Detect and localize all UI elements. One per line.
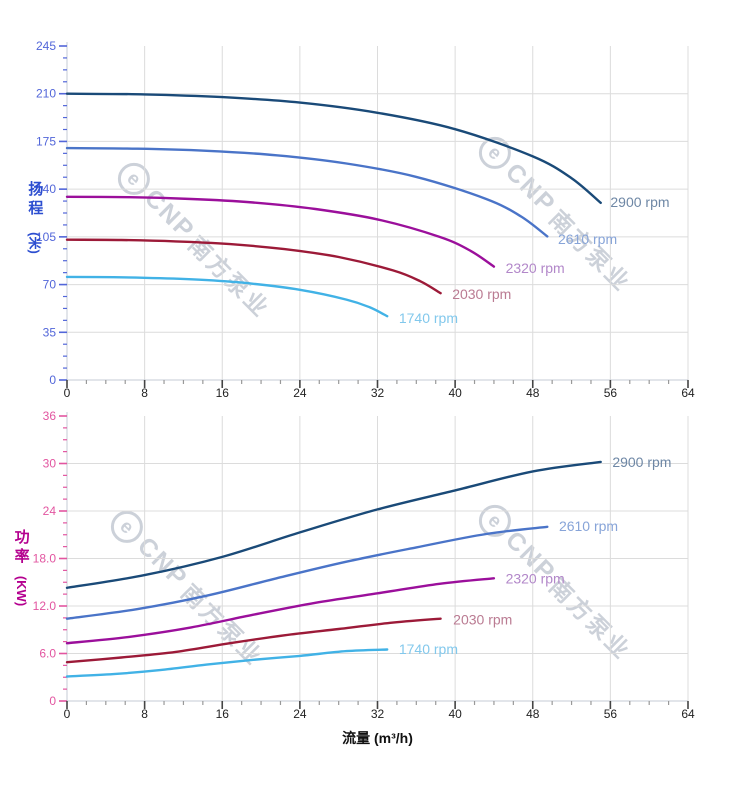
rpm-curve-label: 2900 rpm bbox=[612, 454, 671, 470]
rpm-curve bbox=[65, 146, 549, 238]
y-tick-label: 140 bbox=[36, 182, 56, 196]
x-tick-label: 16 bbox=[216, 707, 230, 721]
y-tick-label: 12.0 bbox=[33, 599, 57, 613]
flow-axis-title: 流量 (m³/h) bbox=[342, 730, 413, 746]
rpm-curve bbox=[65, 238, 442, 295]
x-tick-label: 8 bbox=[141, 386, 148, 400]
head-axis-title: 扬程 (米) bbox=[25, 180, 47, 264]
x-tick-label: 32 bbox=[371, 386, 385, 400]
head-axis-title-text: 扬程 bbox=[28, 181, 44, 217]
rpm-curve-label: 1740 rpm bbox=[399, 310, 458, 326]
x-tick-label: 16 bbox=[216, 386, 230, 400]
rpm-curve-label: 2320 rpm bbox=[506, 570, 565, 586]
x-tick-label: 0 bbox=[64, 707, 71, 721]
x-tick-label: 40 bbox=[448, 386, 462, 400]
head-axis-unit: (米) bbox=[27, 232, 43, 254]
rpm-curve bbox=[65, 92, 602, 204]
x-tick-label: 64 bbox=[681, 707, 695, 721]
power-axis-title: 功率 (KW) bbox=[7, 528, 37, 612]
x-tick-label: 56 bbox=[604, 707, 618, 721]
y-tick-label: 6.0 bbox=[39, 647, 56, 661]
y-tick-label: 70 bbox=[43, 278, 57, 292]
rpm-curve-label: 2030 rpm bbox=[452, 286, 511, 302]
rpm-curve-label: 2610 rpm bbox=[559, 518, 618, 534]
rpm-curve-label: 2900 rpm bbox=[610, 194, 669, 210]
x-tick-label: 64 bbox=[681, 386, 695, 400]
y-tick-label: 210 bbox=[36, 87, 56, 101]
x-tick-label: 8 bbox=[141, 707, 148, 721]
y-tick-label: 245 bbox=[36, 39, 56, 53]
rpm-curve-label: 1740 rpm bbox=[399, 641, 458, 657]
rpm-curve bbox=[65, 460, 602, 589]
x-tick-label: 48 bbox=[526, 707, 540, 721]
rpm-curve-label: 2320 rpm bbox=[506, 260, 565, 276]
power-axis-title-text: 功率 bbox=[14, 529, 30, 565]
rpm-curve bbox=[65, 195, 496, 268]
y-tick-label: 30 bbox=[43, 457, 57, 471]
y-tick-label: 175 bbox=[36, 134, 56, 148]
x-tick-label: 40 bbox=[448, 707, 462, 721]
rpm-curve bbox=[65, 617, 442, 664]
rpm-curve bbox=[65, 275, 389, 318]
rpm-curve bbox=[65, 648, 389, 678]
rpm-curve bbox=[65, 577, 496, 645]
x-tick-label: 48 bbox=[526, 386, 540, 400]
y-tick-label: 0 bbox=[49, 373, 56, 387]
x-tick-label: 32 bbox=[371, 707, 385, 721]
y-tick-label: 0 bbox=[49, 694, 56, 708]
y-tick-label: 18.0 bbox=[33, 552, 57, 566]
rpm-curve bbox=[65, 525, 549, 620]
x-tick-label: 0 bbox=[64, 386, 71, 400]
rpm-curve-label: 2610 rpm bbox=[558, 231, 617, 247]
x-tick-label: 56 bbox=[604, 386, 618, 400]
y-tick-label: 36 bbox=[43, 409, 57, 423]
rpm-curve-label: 2030 rpm bbox=[453, 611, 512, 627]
y-tick-label: 24 bbox=[43, 504, 57, 518]
y-tick-label: 105 bbox=[36, 230, 56, 244]
x-tick-label: 24 bbox=[293, 386, 307, 400]
power-axis-unit: (KW) bbox=[14, 575, 30, 607]
x-tick-label: 24 bbox=[293, 707, 307, 721]
y-tick-label: 35 bbox=[43, 325, 57, 339]
